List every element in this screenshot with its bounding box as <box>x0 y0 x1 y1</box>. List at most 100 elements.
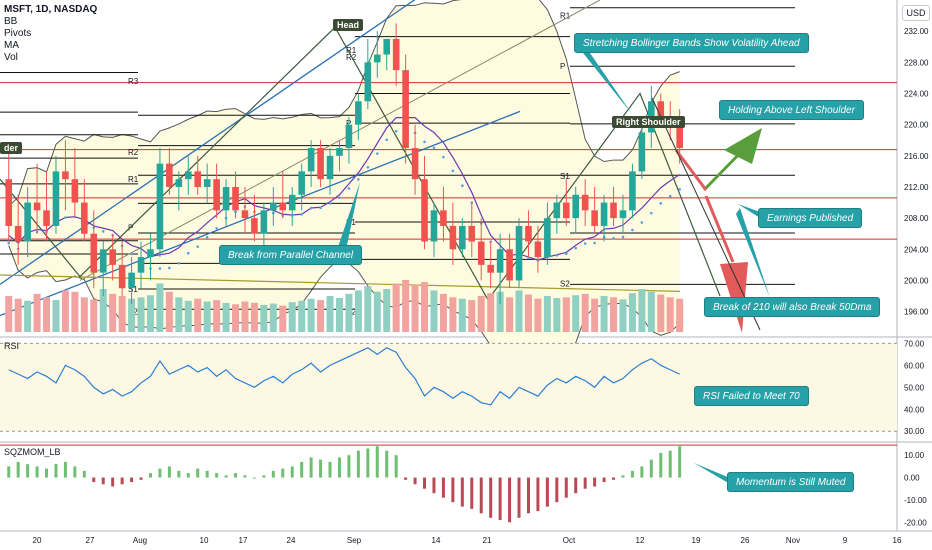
annotation-holding-shoulder[interactable]: Holding Above Left Shoulder <box>719 100 864 120</box>
annotation-stretching-bands[interactable]: Stretching Bollinger Bands Show Volatili… <box>574 33 809 53</box>
candle-body <box>260 210 268 234</box>
candle-body <box>459 225 466 250</box>
volume-bar <box>14 298 22 332</box>
momentum-bar <box>545 477 549 507</box>
momentum-bar <box>16 461 20 478</box>
annotation-break-channel[interactable]: Break from Parallel Channel <box>219 245 363 265</box>
trendline-blue-lower <box>0 110 521 317</box>
psar-dot <box>394 129 398 133</box>
volume-bar <box>345 293 353 332</box>
currency-button[interactable]: USD <box>902 5 930 21</box>
momentum-bar <box>612 477 616 480</box>
candle-body <box>14 225 22 242</box>
price-tick-label: 212.00 <box>904 183 929 192</box>
candle-body <box>562 202 570 219</box>
candle-body <box>241 210 249 219</box>
volume-bar <box>354 290 362 332</box>
candle-body <box>184 171 192 180</box>
momentum-tick-label: -10.00 <box>904 496 927 505</box>
candle-body <box>477 241 485 265</box>
price-tick-label: 216.00 <box>904 152 929 161</box>
left-shoulder-label: der <box>0 142 23 154</box>
x-tick-label: 24 <box>287 536 296 545</box>
price-tick-label: 228.00 <box>904 58 929 67</box>
momentum-bar <box>621 475 625 478</box>
momentum-bar <box>148 473 152 478</box>
volume-bar <box>128 298 136 332</box>
candle-body <box>534 241 542 258</box>
volume-bar <box>118 295 126 332</box>
rsi-tick-label: 70.00 <box>904 339 925 348</box>
volume-bar <box>449 297 457 332</box>
momentum-bar <box>470 477 474 509</box>
psar-dot <box>432 146 436 150</box>
momentum-bar <box>252 477 256 479</box>
volume-bar <box>373 291 381 332</box>
psar-dot <box>64 216 67 219</box>
psar-dot <box>177 261 181 265</box>
volume-bar <box>71 291 79 332</box>
momentum-bar <box>517 477 521 518</box>
bollinger-fill <box>8 0 680 387</box>
volume-bar <box>553 298 561 332</box>
pivot-label: S1 <box>128 285 138 294</box>
momentum-bar <box>63 461 67 478</box>
volume-bar <box>430 290 438 332</box>
volume-bar <box>279 305 287 332</box>
price-tick-label: 220.00 <box>904 121 929 130</box>
volume-bar <box>317 300 325 332</box>
psar-dot <box>205 235 209 239</box>
volume-bar <box>232 304 240 332</box>
momentum-bar <box>120 477 124 485</box>
indicator-vol[interactable]: Vol <box>4 52 18 63</box>
candle-body <box>657 101 665 117</box>
momentum-bar <box>319 459 323 478</box>
psar-dot <box>574 246 578 250</box>
candle-body <box>232 186 239 211</box>
symbol-label[interactable]: MSFT, 1D, NASDAQ <box>4 4 98 15</box>
candle-body <box>402 70 409 149</box>
candle-body <box>213 179 220 211</box>
annotation-break-210[interactable]: Break of 210 will also Break 50Dma <box>704 297 881 317</box>
x-tick-label: Oct <box>563 536 576 545</box>
psar-dot <box>101 230 105 233</box>
annotation-earnings[interactable]: Earnings Published <box>758 208 863 228</box>
momentum-bar <box>630 470 634 478</box>
momentum-bar <box>309 457 313 478</box>
indicator-ma[interactable]: MA <box>4 40 19 51</box>
volume-bar <box>411 284 419 332</box>
candle-body <box>449 225 457 250</box>
volume-bar <box>109 293 117 332</box>
psar-dot <box>385 138 389 142</box>
candle-body <box>411 148 419 180</box>
momentum-bar <box>498 477 502 521</box>
candle-body <box>591 210 598 226</box>
candle-body <box>373 54 381 63</box>
annotation-rsi-failed[interactable]: RSI Failed to Meet 70 <box>694 386 809 406</box>
volume-bar <box>288 302 296 332</box>
candle-body <box>307 148 315 172</box>
momentum-bar <box>337 457 341 478</box>
indicator-pivots[interactable]: Pivots <box>4 28 32 39</box>
volume-bar <box>628 293 636 332</box>
momentum-bar <box>526 477 530 514</box>
momentum-bar <box>26 464 30 478</box>
psar-dot <box>678 187 681 191</box>
volume-bar <box>61 290 69 332</box>
indicator-bb[interactable]: BB <box>4 16 18 27</box>
candle-body <box>421 179 428 242</box>
annotation-momentum[interactable]: Momentum is Still Muted <box>727 472 855 492</box>
volume-bar <box>5 295 13 332</box>
psar-dot <box>347 187 351 190</box>
momentum-bar <box>404 477 408 480</box>
momentum-bar <box>35 466 39 478</box>
rsi-pane-label[interactable]: RSI <box>4 341 20 351</box>
psar-dot <box>168 266 171 270</box>
volume-bar <box>90 299 98 332</box>
momentum-pane-label[interactable]: SQZMOM_LB <box>4 447 61 457</box>
momentum-bar <box>186 473 190 478</box>
price-tick-label: 204.00 <box>904 245 929 254</box>
volume-bar <box>24 300 32 332</box>
x-tick-label: 19 <box>692 536 701 545</box>
